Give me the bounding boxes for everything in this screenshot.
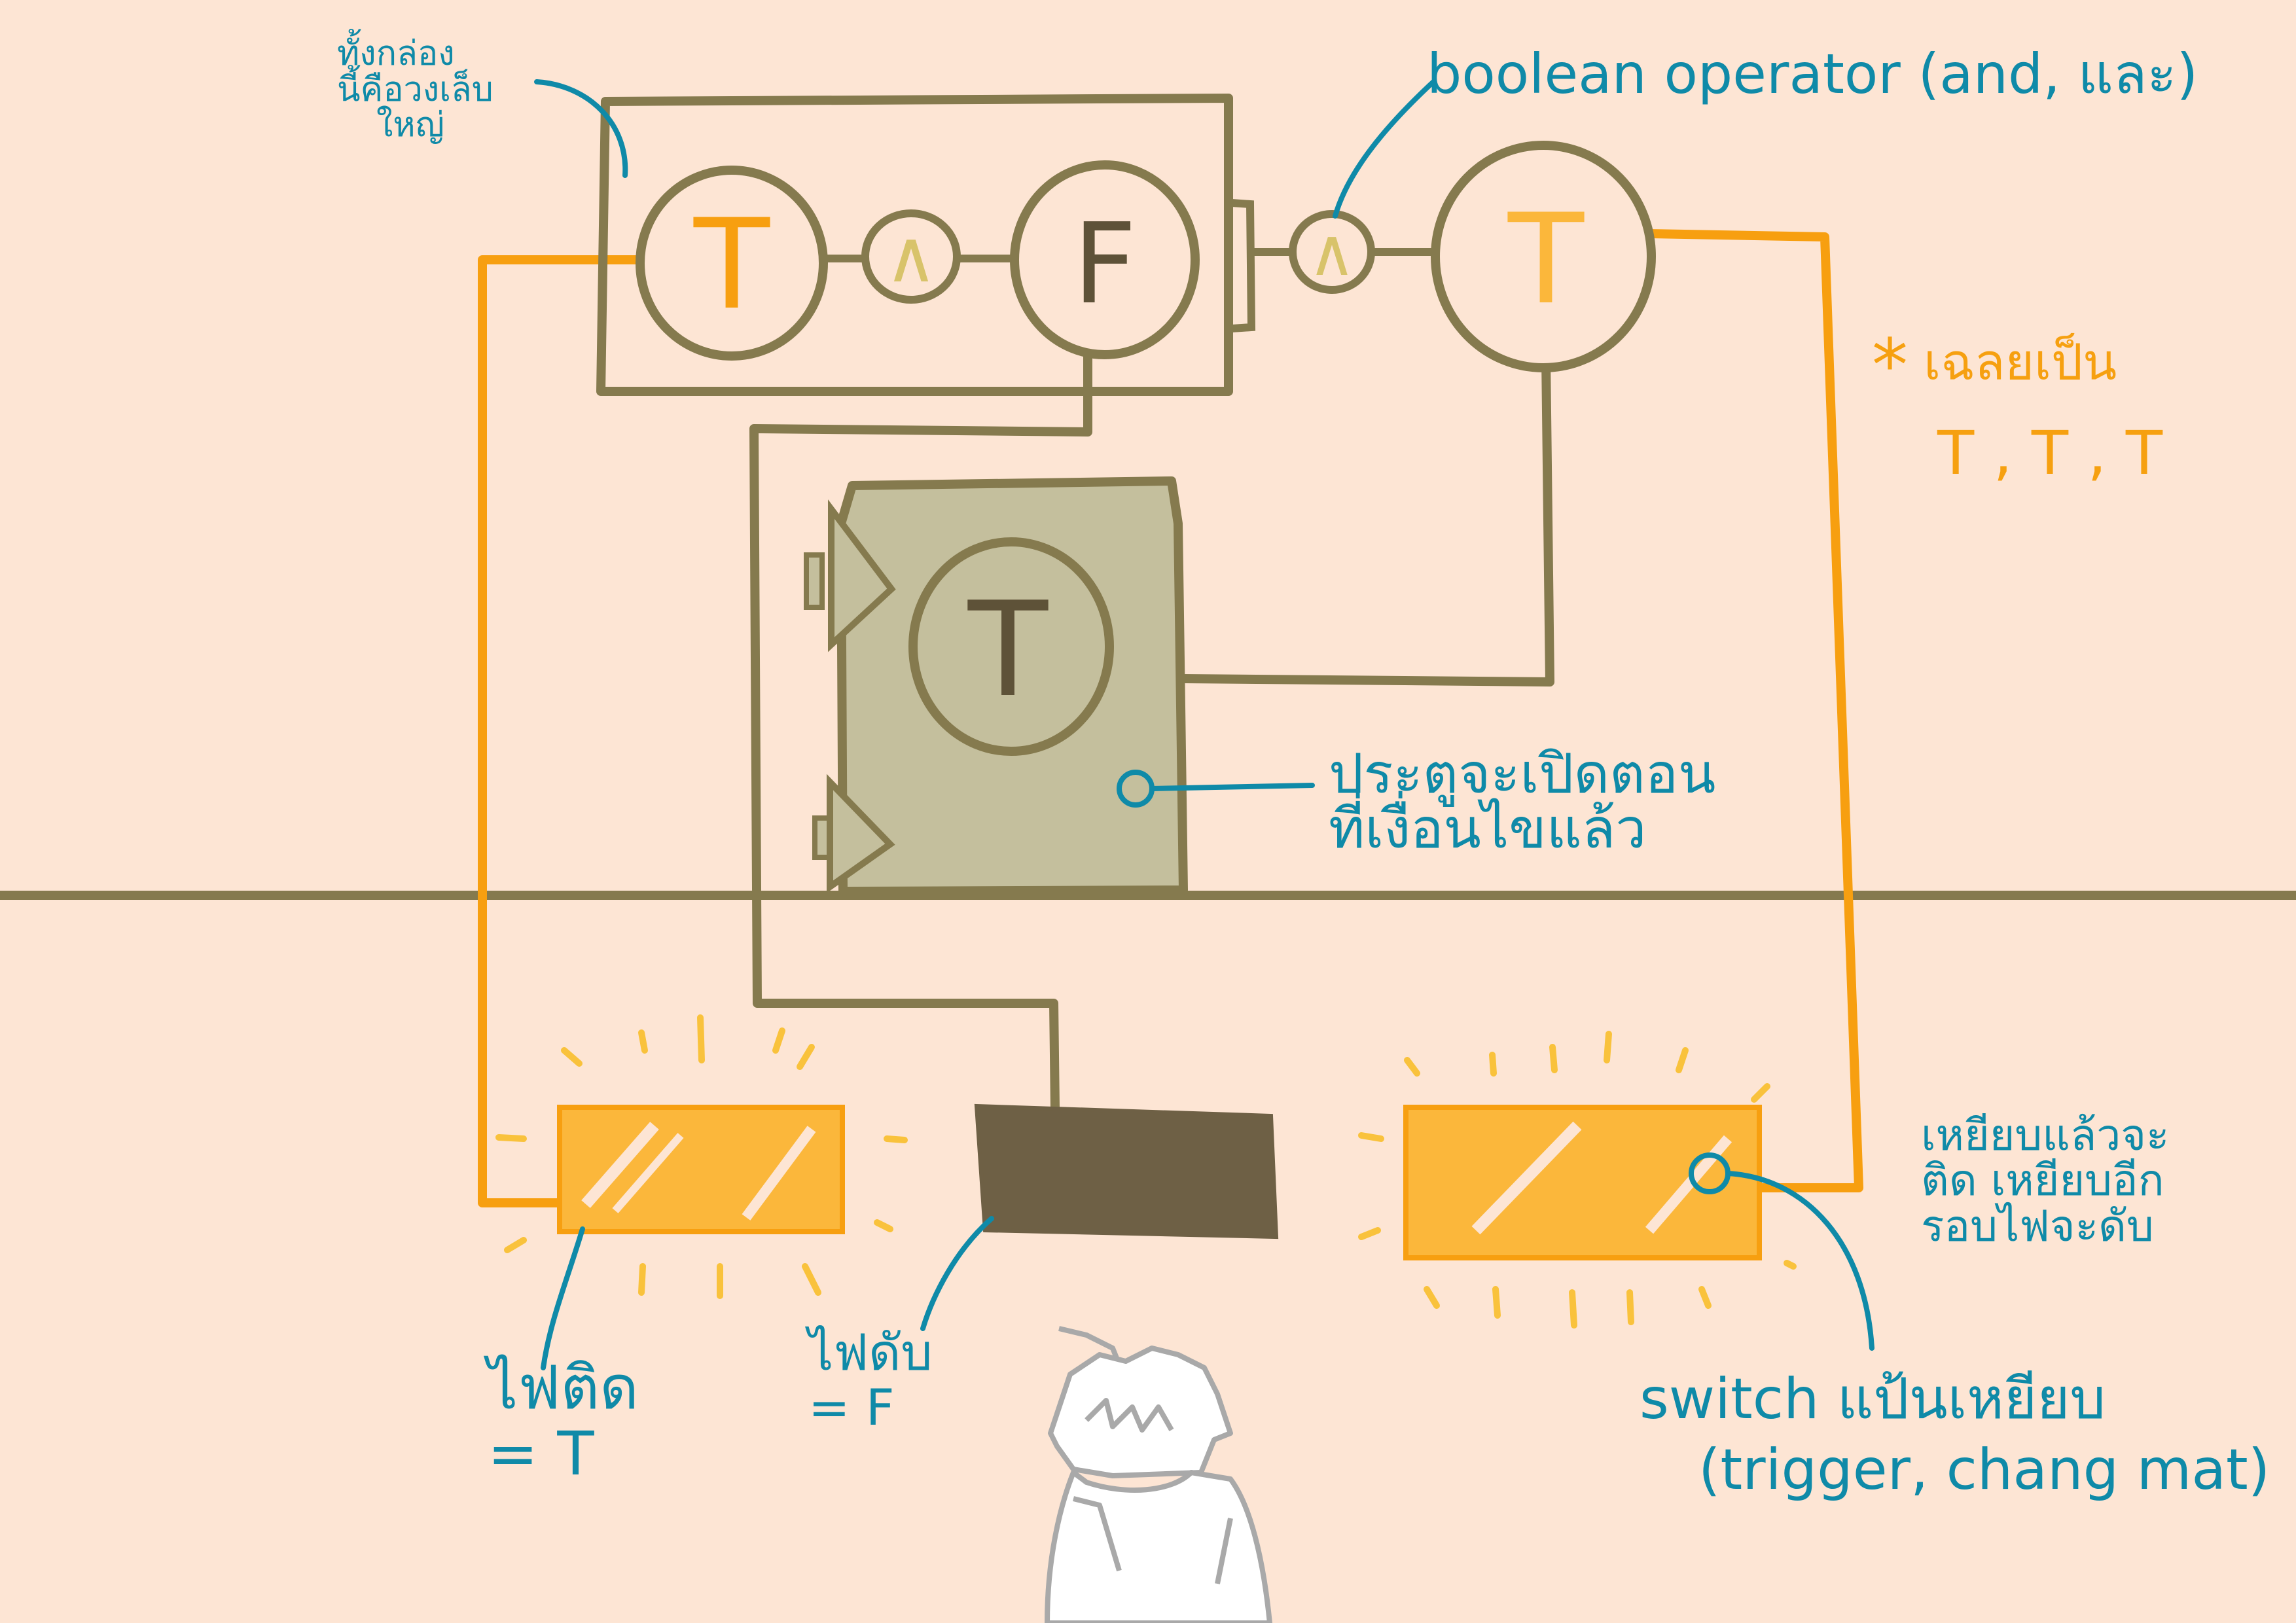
answer-heading: * เฉลยเป็น <box>1872 324 2162 407</box>
node-op1-label: ∧ <box>885 215 938 298</box>
lamp-off-note: ไฟดับ = F <box>808 1325 933 1435</box>
lamp-right-glow <box>1358 1031 1797 1329</box>
switch-behaviour-note: เหยียบแล้วจะ ติด เหยียบอีก รอบไฟจะดับ <box>1921 1113 2169 1249</box>
door-value: T <box>967 574 1049 726</box>
node-f1-circle <box>1010 160 1200 359</box>
pointer-switch-note <box>1725 1171 1874 1351</box>
door-note: ประตูจะเปิดตอน ที่เงื่อนไขแล้ว <box>1329 746 1715 856</box>
node-f1-label: F <box>1073 200 1137 329</box>
lamp-off-line-1: ไฟดับ <box>808 1323 933 1382</box>
box-note-line-1: ทั้งกล่อง <box>337 34 455 73</box>
player-character <box>1045 1326 1272 1623</box>
lamp-on-line-1: ไฟติด <box>488 1353 639 1423</box>
pointer-box-note <box>534 79 628 178</box>
door-note-line-2: ที่เงื่อนไขแล้ว <box>1329 796 1647 861</box>
lamp-left-on <box>557 1105 845 1234</box>
wire-t1-to-left-lamp <box>478 255 638 1207</box>
operator-note: boolean operator (and, และ) <box>1427 42 2198 106</box>
wire-t2-to-right-lamp <box>1647 229 1863 1192</box>
pointer-door-note <box>1149 783 1315 791</box>
switch-note: switch แป้นเหยียบ (trigger, chang mat) <box>1640 1364 2270 1505</box>
box-note-line-2: นี้คือวงเล็บ <box>337 69 493 109</box>
lamp-on-line-2: = T <box>488 1419 594 1489</box>
node-op2-circle <box>1289 210 1375 294</box>
wire-t2-to-door <box>1183 357 1554 687</box>
lamp-right-on <box>1403 1105 1762 1260</box>
switch-behaviour-line-3: รอบไฟจะดับ <box>1921 1200 2154 1251</box>
answer-note: * เฉลยเป็น T , T , T <box>1872 324 2162 488</box>
node-t1-label: T <box>693 192 770 337</box>
lamp-off-line-2: = F <box>808 1378 895 1436</box>
answer-label: เฉลยเป็น <box>1924 332 2117 391</box>
pointer-lamp-off <box>920 1216 994 1331</box>
node-op1-circle <box>861 209 961 304</box>
node-op2-label: ∧ <box>1308 214 1355 291</box>
answer-star: * <box>1872 323 1908 407</box>
lamp-on-note: ไฟติด = T <box>488 1353 639 1489</box>
door-note-line-1: ประตูจะเปิดตอน <box>1329 741 1716 806</box>
switch-note-line-2: (trigger, chang mat) <box>1698 1436 2270 1503</box>
node-t2-circle <box>1431 141 1656 372</box>
pointer-operator-note <box>1333 79 1436 219</box>
lamp-left-shine-2 <box>612 1133 684 1213</box>
lamp-left-glow <box>495 1014 908 1299</box>
door-circle <box>908 537 1114 756</box>
box-note: ทั้งกล่อง นี้คือวงเล็บ ใหญ่ <box>337 36 493 143</box>
switch-behaviour-line-2: ติด เหยียบอีก <box>1921 1155 2164 1206</box>
pointer-lamp-on <box>541 1226 585 1370</box>
switch-note-line-1: switch แป้นเหยียบ <box>1640 1366 2106 1432</box>
lamp-left-shine-3 <box>742 1126 816 1221</box>
answer-values: T , T , T <box>1937 418 2163 488</box>
door-hinge-top <box>828 499 896 652</box>
lamp-middle-off <box>974 1103 1279 1240</box>
lamp-left-shine <box>581 1122 659 1208</box>
bracket-box <box>596 94 1233 396</box>
node-t2-label: T <box>1507 187 1585 332</box>
door-bracket-bottom <box>812 815 832 860</box>
box-note-line-3: ใหญ่ <box>376 105 444 145</box>
bracket-box-side <box>1231 199 1256 332</box>
door-bracket-top <box>804 552 825 610</box>
node-t1-circle <box>636 166 828 361</box>
switch-behaviour-line-1: เหยียบแล้วจะ <box>1921 1110 2170 1160</box>
wire-f1-to-middle-switch <box>749 357 1092 1108</box>
lamp-right-shine <box>1471 1121 1582 1235</box>
